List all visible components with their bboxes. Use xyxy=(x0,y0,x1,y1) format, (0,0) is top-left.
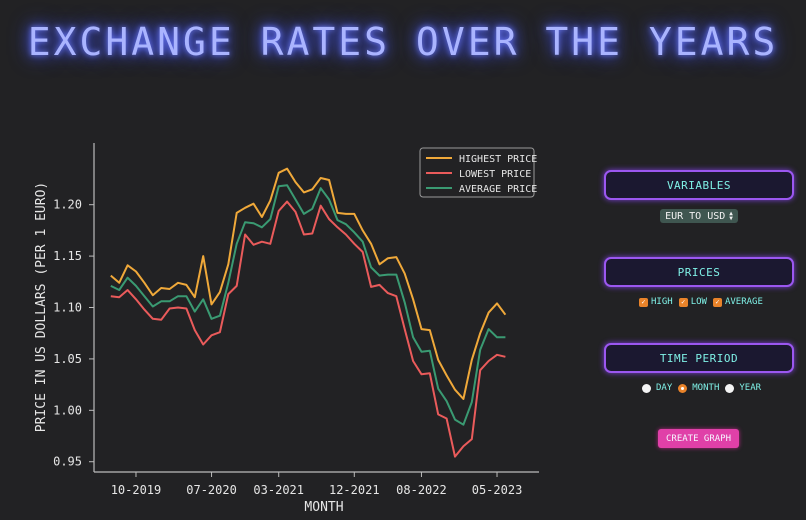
high-checkbox[interactable]: ✓ xyxy=(639,297,648,307)
prices-options: ✓ HIGH ✓ LOW ✓ AVERAGE xyxy=(639,295,769,309)
y-ticks: 0.95 1.00 1.05 1.10 1.15 1.20 xyxy=(53,198,94,469)
x-tick-label: 03-2021 xyxy=(253,483,304,497)
day-label: DAY xyxy=(656,383,673,393)
average-checkbox[interactable]: ✓ xyxy=(712,297,722,307)
y-axis-title: PRICE IN US DOLLARS (PER 1 EURO) xyxy=(34,182,49,432)
legend-label: HIGHEST PRICE xyxy=(459,154,537,165)
y-tick-label: 0.95 xyxy=(53,455,82,469)
x-tick-label: 07-2020 xyxy=(186,483,237,497)
x-axis-title: MONTH xyxy=(304,500,343,515)
time-period-header: TIME PERIOD xyxy=(604,343,794,373)
series-line-lowest-price xyxy=(110,200,506,458)
x-tick-label: 05-2023 xyxy=(472,483,523,497)
y-tick-label: 1.05 xyxy=(53,352,82,366)
y-tick-label: 1.00 xyxy=(53,403,82,417)
series-line-average-price xyxy=(110,184,506,426)
legend-label: AVERAGE PRICE xyxy=(459,184,537,195)
currency-pair-select[interactable]: EUR TO USD ▲ ▼ xyxy=(660,209,738,223)
x-tick-label: 12-2021 xyxy=(329,483,380,497)
variables-header: VARIABLES xyxy=(604,170,794,200)
y-tick-label: 1.10 xyxy=(53,301,82,315)
legend-label: LOWEST PRICE xyxy=(459,169,531,180)
create-graph-button[interactable]: CREATE GRAPH xyxy=(658,429,739,448)
time-period-options: DAY MONTH YEAR xyxy=(642,381,767,395)
x-tick-label: 08-2022 xyxy=(396,483,447,497)
series-line-highest-price xyxy=(110,167,507,400)
chart-legend: HIGHEST PRICE LOWEST PRICE AVERAGE PRICE xyxy=(419,147,537,198)
x-ticks: 10-2019 07-2020 03-2021 12-2021 08-2022 05-20… xyxy=(111,472,523,497)
currency-pair-value: EUR TO USD xyxy=(665,210,726,222)
year-label: YEAR xyxy=(739,383,762,393)
series-lines xyxy=(110,167,507,458)
x-tick-label: 10-2019 xyxy=(111,483,162,497)
low-label: LOW xyxy=(690,297,707,307)
y-tick-label: 1.15 xyxy=(53,249,82,263)
high-label: HIGH xyxy=(651,297,673,307)
month-radio[interactable] xyxy=(678,383,688,393)
prices-header: PRICES xyxy=(604,257,794,287)
legend-box xyxy=(419,147,535,198)
year-radio[interactable] xyxy=(725,383,735,393)
day-radio[interactable] xyxy=(642,383,651,393)
y-tick-label: 1.20 xyxy=(53,198,82,212)
page-title: EXCHANGE RATES OVER THE YEARS xyxy=(27,20,779,64)
average-label: AVERAGE xyxy=(724,297,763,307)
low-checkbox[interactable]: ✓ xyxy=(678,297,688,307)
select-arrows-icon: ▲ ▼ xyxy=(729,210,733,222)
month-label: MONTH xyxy=(692,383,720,393)
